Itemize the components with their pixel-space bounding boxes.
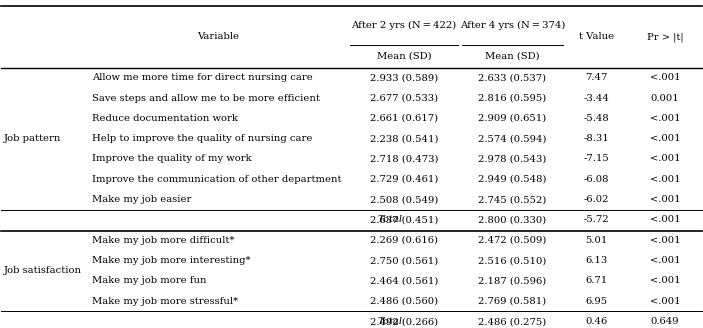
Text: 0.46: 0.46 bbox=[586, 317, 607, 326]
Text: 2.238 (0.541): 2.238 (0.541) bbox=[370, 134, 438, 143]
Text: Mean (SD): Mean (SD) bbox=[485, 52, 540, 61]
Text: 2.464 (0.561): 2.464 (0.561) bbox=[370, 277, 438, 285]
Text: 2.516 (0.510): 2.516 (0.510) bbox=[478, 256, 547, 265]
Text: Variable: Variable bbox=[198, 32, 240, 41]
Text: -8.31: -8.31 bbox=[583, 134, 610, 143]
Text: 6.95: 6.95 bbox=[586, 297, 607, 306]
Text: 2.508 (0.549): 2.508 (0.549) bbox=[370, 195, 438, 204]
Text: -3.44: -3.44 bbox=[583, 93, 610, 103]
Text: 2.769 (0.581): 2.769 (0.581) bbox=[479, 297, 547, 306]
Text: 2.978 (0.543): 2.978 (0.543) bbox=[478, 154, 547, 163]
Text: 7.47: 7.47 bbox=[586, 73, 608, 82]
Text: 2.637 (0.451): 2.637 (0.451) bbox=[370, 215, 438, 224]
Text: Make my job more fun: Make my job more fun bbox=[92, 277, 207, 285]
Text: Save steps and allow me to be more efficient: Save steps and allow me to be more effic… bbox=[92, 93, 321, 103]
Text: -5.48: -5.48 bbox=[583, 114, 610, 123]
Text: 2.745 (0.552): 2.745 (0.552) bbox=[478, 195, 547, 204]
Text: <.001: <.001 bbox=[650, 134, 681, 143]
Text: <.001: <.001 bbox=[650, 73, 681, 82]
Text: Pr > |t|: Pr > |t| bbox=[647, 32, 683, 42]
Text: Job pattern: Job pattern bbox=[4, 134, 62, 143]
Text: 2.574 (0.594): 2.574 (0.594) bbox=[478, 134, 547, 143]
Text: Job satisfaction: Job satisfaction bbox=[4, 266, 82, 275]
Text: <.001: <.001 bbox=[650, 277, 681, 285]
Text: 2.486 (0.560): 2.486 (0.560) bbox=[370, 297, 438, 306]
Text: Improve the quality of my work: Improve the quality of my work bbox=[92, 154, 252, 163]
Text: 2.729 (0.461): 2.729 (0.461) bbox=[370, 175, 438, 184]
Text: Make my job more difficult*: Make my job more difficult* bbox=[92, 236, 235, 245]
Text: -6.02: -6.02 bbox=[583, 195, 610, 204]
Text: 2.933 (0.589): 2.933 (0.589) bbox=[370, 73, 438, 82]
Text: <.001: <.001 bbox=[650, 175, 681, 184]
Text: Allow me more time for direct nursing care: Allow me more time for direct nursing ca… bbox=[92, 73, 313, 82]
Text: 2.486 (0.275): 2.486 (0.275) bbox=[479, 317, 547, 326]
Text: 2.800 (0.330): 2.800 (0.330) bbox=[479, 215, 547, 224]
Text: <.001: <.001 bbox=[650, 297, 681, 306]
Text: -5.72: -5.72 bbox=[583, 215, 610, 224]
Text: <.001: <.001 bbox=[650, 154, 681, 163]
Text: <.001: <.001 bbox=[650, 195, 681, 204]
Text: 2.472 (0.509): 2.472 (0.509) bbox=[478, 236, 547, 245]
Text: <.001: <.001 bbox=[650, 256, 681, 265]
Text: <.001: <.001 bbox=[650, 215, 681, 224]
Text: 6.71: 6.71 bbox=[586, 277, 607, 285]
Text: 2.633 (0.537): 2.633 (0.537) bbox=[479, 73, 547, 82]
Text: Improve the communication of other department: Improve the communication of other depar… bbox=[92, 175, 342, 184]
Text: Make my job easier: Make my job easier bbox=[92, 195, 192, 204]
Text: 0.001: 0.001 bbox=[650, 93, 679, 103]
Text: After 4 yrs (N = 374): After 4 yrs (N = 374) bbox=[460, 21, 565, 30]
Text: 2.492 (0.266): 2.492 (0.266) bbox=[370, 317, 438, 326]
Text: Mean (SD): Mean (SD) bbox=[377, 52, 432, 61]
Text: -6.08: -6.08 bbox=[583, 175, 610, 184]
Text: 2.661 (0.617): 2.661 (0.617) bbox=[370, 114, 438, 123]
Text: 2.718 (0.473): 2.718 (0.473) bbox=[370, 154, 438, 163]
Text: Reduce documentation work: Reduce documentation work bbox=[92, 114, 238, 123]
Text: 2.816 (0.595): 2.816 (0.595) bbox=[479, 93, 547, 103]
Text: Total: Total bbox=[378, 215, 403, 224]
Text: 5.01: 5.01 bbox=[586, 236, 608, 245]
Text: t Value: t Value bbox=[579, 32, 614, 41]
Text: Help to improve the quality of nursing care: Help to improve the quality of nursing c… bbox=[92, 134, 313, 143]
Text: 2.187 (0.596): 2.187 (0.596) bbox=[479, 277, 547, 285]
Text: <.001: <.001 bbox=[650, 114, 681, 123]
Text: -7.15: -7.15 bbox=[583, 154, 610, 163]
Text: 2.269 (0.616): 2.269 (0.616) bbox=[370, 236, 438, 245]
Text: Make my job more stressful*: Make my job more stressful* bbox=[92, 297, 238, 306]
Text: 2.750 (0.561): 2.750 (0.561) bbox=[370, 256, 438, 265]
Text: 6.13: 6.13 bbox=[586, 256, 607, 265]
Text: <.001: <.001 bbox=[650, 236, 681, 245]
Text: Total: Total bbox=[378, 317, 403, 326]
Text: 2.949 (0.548): 2.949 (0.548) bbox=[478, 175, 547, 184]
Text: 0.649: 0.649 bbox=[650, 317, 679, 326]
Text: After 2 yrs (N = 422): After 2 yrs (N = 422) bbox=[352, 21, 457, 30]
Text: 2.909 (0.651): 2.909 (0.651) bbox=[479, 114, 547, 123]
Text: 2.677 (0.533): 2.677 (0.533) bbox=[370, 93, 438, 103]
Text: Make my job more interesting*: Make my job more interesting* bbox=[92, 256, 251, 265]
